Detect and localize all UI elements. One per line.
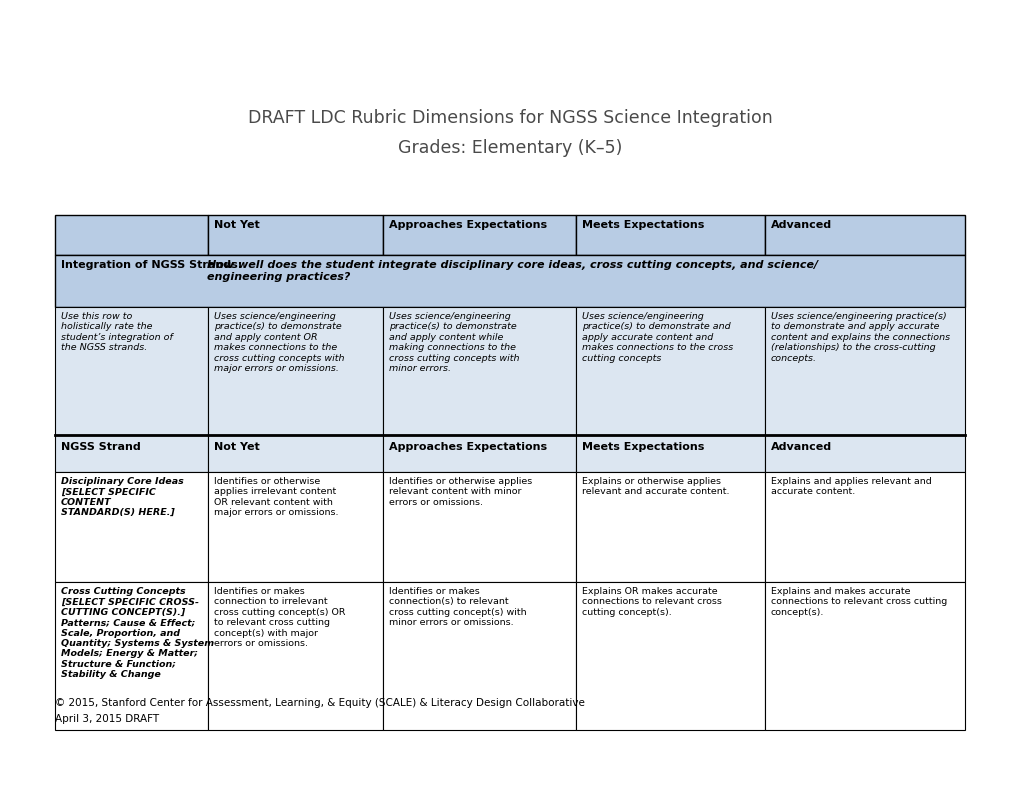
Text: Disciplinary Core Ideas
[SELECT SPECIFIC
CONTENT
STANDARD(S) HERE.]: Disciplinary Core Ideas [SELECT SPECIFIC… — [61, 477, 183, 517]
Bar — [382, 582, 576, 730]
Bar — [576, 215, 764, 255]
Bar — [55, 307, 208, 435]
Bar — [55, 435, 208, 472]
Bar — [55, 472, 208, 582]
Text: Identifies or otherwise applies
relevant content with minor
errors or omissions.: Identifies or otherwise applies relevant… — [388, 477, 531, 507]
Bar — [576, 582, 764, 730]
Text: Use this row to
holistically rate the
student’s integration of
the NGSS strands.: Use this row to holistically rate the st… — [61, 312, 172, 352]
Text: Approaches Expectations: Approaches Expectations — [388, 220, 546, 230]
Bar — [764, 435, 964, 472]
Bar — [382, 472, 576, 582]
Text: Advanced: Advanced — [770, 220, 832, 230]
Text: NGSS Strand: NGSS Strand — [61, 442, 141, 452]
Bar — [764, 582, 964, 730]
Text: Advanced: Advanced — [770, 442, 832, 452]
Bar — [208, 472, 382, 582]
Text: April 3, 2015 DRAFT: April 3, 2015 DRAFT — [55, 714, 159, 724]
Text: Meets Expectations: Meets Expectations — [582, 220, 704, 230]
Bar — [576, 307, 764, 435]
Text: Explains OR makes accurate
connections to relevant cross
cutting concept(s).: Explains OR makes accurate connections t… — [582, 587, 721, 617]
Bar — [576, 472, 764, 582]
Text: Grades: Elementary (K–5): Grades: Elementary (K–5) — [397, 139, 622, 157]
Bar — [764, 215, 964, 255]
Text: Uses science/engineering
practice(s) to demonstrate
and apply content while
maki: Uses science/engineering practice(s) to … — [388, 312, 519, 373]
Bar — [208, 582, 382, 730]
Text: Explains or otherwise applies
relevant and accurate content.: Explains or otherwise applies relevant a… — [582, 477, 730, 496]
Bar — [764, 307, 964, 435]
Bar — [55, 255, 964, 307]
Text: Not Yet: Not Yet — [214, 220, 260, 230]
Bar — [764, 472, 964, 582]
Text: Cross Cutting Concepts
[SELECT SPECIFIC CROSS-
CUTTING CONCEPT(S).]
Patterns; Ca: Cross Cutting Concepts [SELECT SPECIFIC … — [61, 587, 214, 679]
Bar — [382, 307, 576, 435]
Text: Explains and applies relevant and
accurate content.: Explains and applies relevant and accura… — [770, 477, 930, 496]
Bar — [55, 582, 208, 730]
Text: Meets Expectations: Meets Expectations — [582, 442, 704, 452]
Text: Integration of NGSS Strands:: Integration of NGSS Strands: — [61, 260, 246, 270]
Text: Identifies or makes
connection to irrelevant
cross cutting concept(s) OR
to rele: Identifies or makes connection to irrele… — [214, 587, 345, 648]
Text: Explains and makes accurate
connections to relevant cross cutting
concept(s).: Explains and makes accurate connections … — [770, 587, 946, 617]
Text: DRAFT LDC Rubric Dimensions for NGSS Science Integration: DRAFT LDC Rubric Dimensions for NGSS Sci… — [248, 109, 771, 127]
Text: Uses science/engineering
practice(s) to demonstrate
and apply content OR
makes c: Uses science/engineering practice(s) to … — [214, 312, 344, 373]
Bar — [382, 435, 576, 472]
Bar — [208, 307, 382, 435]
Text: Identifies or otherwise
applies irrelevant content
OR relevant content with
majo: Identifies or otherwise applies irreleva… — [214, 477, 338, 517]
Text: Not Yet: Not Yet — [214, 442, 260, 452]
Bar — [382, 215, 576, 255]
Text: How well does the student integrate disciplinary core ideas, cross cutting conce: How well does the student integrate disc… — [207, 260, 818, 281]
Bar — [55, 215, 208, 255]
Text: Uses science/engineering practice(s)
to demonstrate and apply accurate
content a: Uses science/engineering practice(s) to … — [770, 312, 949, 362]
Bar — [208, 435, 382, 472]
Text: © 2015, Stanford Center for Assessment, Learning, & Equity (SCALE) & Literacy De: © 2015, Stanford Center for Assessment, … — [55, 698, 584, 708]
Text: Uses science/engineering
practice(s) to demonstrate and
apply accurate content a: Uses science/engineering practice(s) to … — [582, 312, 733, 362]
Bar — [208, 215, 382, 255]
Bar — [576, 435, 764, 472]
Text: Identifies or makes
connection(s) to relevant
cross cutting concept(s) with
mino: Identifies or makes connection(s) to rel… — [388, 587, 526, 627]
Text: Approaches Expectations: Approaches Expectations — [388, 442, 546, 452]
